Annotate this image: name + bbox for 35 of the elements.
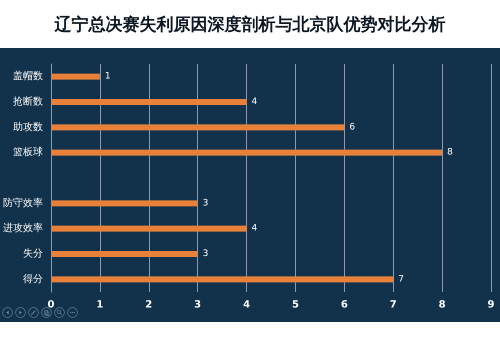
- bar: [51, 276, 394, 282]
- bar: [51, 200, 198, 206]
- data-label: 8: [447, 148, 454, 158]
- data-label: 7: [398, 274, 404, 284]
- data-label: 6: [349, 122, 356, 132]
- y-tick-label: 抢断数: [13, 96, 43, 108]
- y-tick-label: 助攻数: [13, 120, 43, 133]
- y-tick-label: 篮板球: [13, 146, 43, 158]
- x-tick-label: 2: [145, 300, 152, 310]
- bar: [51, 74, 100, 80]
- x-tick-label: 5: [292, 300, 299, 310]
- bar: [51, 251, 198, 257]
- y-tick-label: 防守效率: [3, 196, 43, 209]
- x-tick-label: 9: [488, 300, 495, 310]
- y-tick-label: 失分: [23, 248, 43, 260]
- data-label: 3: [202, 249, 208, 259]
- x-tick-label: 0: [48, 300, 55, 310]
- y-tick-label: 进攻效率: [3, 222, 43, 234]
- bar: [51, 124, 344, 130]
- bar: [51, 150, 442, 156]
- x-tick-label: 4: [243, 300, 250, 310]
- bar: [51, 99, 247, 105]
- data-label: 4: [252, 224, 258, 234]
- data-label: 1: [104, 72, 111, 82]
- x-tick-label: 6: [340, 300, 348, 310]
- y-tick-label: 得分: [23, 272, 43, 285]
- x-tick-label: 1: [96, 300, 104, 310]
- x-tick-label: 8: [438, 300, 446, 310]
- chart-title: 辽宁总决赛失利原因深度剖析与北京队优势对比分析: [54, 14, 446, 36]
- x-tick-label: 7: [390, 300, 397, 310]
- data-label: 4: [252, 97, 258, 107]
- x-tick-label: 3: [194, 300, 202, 310]
- y-tick-label: 盖帽数: [13, 70, 43, 82]
- bar: [51, 226, 247, 232]
- data-label: 3: [202, 198, 208, 208]
